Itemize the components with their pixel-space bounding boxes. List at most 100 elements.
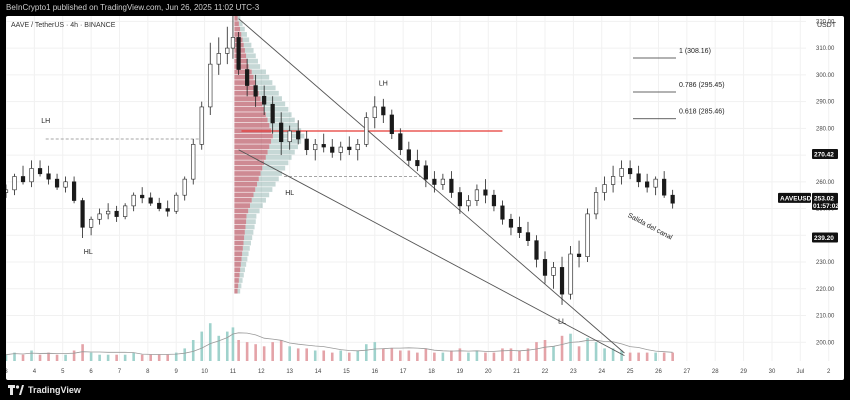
- volume-profile-bar-sell: [234, 197, 252, 203]
- volume-profile-bar-buy: [271, 139, 302, 144]
- currency-unit: USDT: [816, 22, 836, 29]
- volume-profile-bar-sell: [234, 262, 241, 267]
- x-axis-tick-label: 14: [315, 369, 322, 375]
- fib-level-label: 1 (308.16): [679, 48, 711, 55]
- volume-bar: [390, 348, 394, 361]
- candle-body: [245, 69, 250, 86]
- volume-profile-bar-sell: [234, 96, 261, 101]
- candle-body: [662, 178, 667, 196]
- volume-bar: [433, 352, 436, 361]
- candle-body: [542, 259, 548, 276]
- chart-annotation: HL: [285, 190, 294, 197]
- volume-bar: [288, 346, 291, 361]
- volume-profile-bar-sell: [234, 165, 263, 171]
- x-axis-tick-label: 22: [542, 369, 549, 375]
- countdown-label: 01:57:02: [813, 203, 839, 210]
- volume-profile-bar-buy: [237, 288, 241, 294]
- volume-profile-bar-sell: [234, 58, 248, 64]
- candle-body: [389, 114, 394, 134]
- x-axis-tick-label: Jul: [796, 369, 804, 375]
- volume-profile-bar-sell: [234, 240, 244, 246]
- volume-profile-bar-sell: [234, 192, 254, 198]
- volume-profile-bar-buy: [264, 106, 289, 112]
- volume-profile-bar-buy: [257, 85, 276, 91]
- last-price-label: 253.02: [814, 195, 834, 202]
- candle-body: [191, 144, 196, 180]
- candle-body: [398, 133, 403, 151]
- x-axis-tick-label: 30: [769, 369, 776, 375]
- candle-body: [20, 176, 26, 183]
- fib-level-label: 0.618 (285.46): [679, 109, 725, 116]
- volume-profile-bar-sell: [234, 112, 266, 118]
- x-axis-tick-label: 16: [371, 369, 378, 375]
- x-axis-tick-label: 17: [400, 369, 407, 375]
- candle-body: [304, 138, 309, 151]
- price-tag-box: [812, 232, 838, 243]
- volume-profile-bar-sell: [234, 101, 263, 107]
- volume-profile-bar-sell: [234, 176, 259, 182]
- symbol-legend[interactable]: AAVE / TetherUS · 4h · BINANCE: [11, 22, 116, 29]
- x-axis-tick-label: 10: [201, 369, 208, 375]
- candle-body: [279, 122, 284, 142]
- volume-profile-bar-sell: [234, 85, 258, 91]
- volume-profile-bar-buy: [253, 192, 270, 198]
- volume-bar: [543, 340, 547, 361]
- x-axis-tick-label: 24: [598, 369, 605, 375]
- volume-bar: [654, 352, 657, 361]
- volume-profile-bar-sell: [234, 256, 242, 262]
- volume-bar: [330, 352, 334, 361]
- x-axis-tick-label: 12: [258, 369, 265, 375]
- volume-profile-bar-sell: [234, 26, 241, 32]
- volume-bar: [492, 352, 496, 361]
- x-axis-tick-label: 7: [118, 369, 122, 375]
- candle-body: [97, 213, 102, 220]
- volume-bar: [356, 350, 360, 361]
- candle-body: [500, 205, 505, 220]
- candle-body: [440, 178, 445, 185]
- candle-body: [517, 226, 522, 233]
- candle-body: [114, 210, 119, 217]
- y-axis-tick-label: 300.00: [816, 73, 835, 79]
- volume-profile-bar-sell: [234, 64, 249, 69]
- brand-name: TradingView: [28, 385, 81, 395]
- volume-bar: [662, 352, 666, 361]
- candle-body: [474, 189, 480, 201]
- volume-bar: [322, 350, 326, 361]
- volume-bar: [373, 342, 377, 361]
- volume-bar: [47, 352, 50, 361]
- volume-bar: [518, 350, 521, 361]
- volume-profile-bar-buy: [243, 240, 251, 246]
- volume-bar: [262, 346, 266, 361]
- volume-bar: [98, 354, 101, 361]
- fib-level-label: 0.786 (295.45): [679, 82, 725, 89]
- candle-body: [157, 202, 162, 209]
- candle-body: [37, 168, 43, 175]
- volume-profile-bar-buy: [265, 112, 292, 118]
- candle-body: [364, 117, 369, 145]
- candle-body: [29, 168, 34, 183]
- chart-annotation: LL: [558, 319, 566, 326]
- candle-body: [225, 47, 230, 54]
- candle-body: [457, 192, 463, 207]
- volume-profile-bar-sell: [234, 278, 239, 283]
- volume-bar: [38, 354, 42, 361]
- x-axis-tick-label: 5: [61, 369, 65, 375]
- volume-bar: [628, 352, 632, 361]
- volume-profile-bar-buy: [244, 235, 253, 241]
- candle-body: [182, 178, 187, 196]
- candle-body: [46, 173, 51, 180]
- volume-bar: [81, 344, 84, 361]
- volume-bar: [191, 340, 195, 361]
- volume-profile-bar-buy: [237, 16, 241, 21]
- chart-panel[interactable]: 1 (308.16) 0.786 (295.45) 0.618 (285.46) LH…: [6, 16, 844, 380]
- volume-bar: [586, 337, 589, 361]
- volume-profile-bar-sell: [234, 155, 266, 160]
- candle-body: [80, 200, 85, 228]
- volume-bar: [140, 354, 144, 361]
- candle-body: [230, 37, 236, 49]
- candle-body: [585, 213, 590, 257]
- volume-profile-bar-buy: [241, 32, 247, 37]
- x-axis-tick-label: 26: [655, 369, 662, 375]
- price-chart[interactable]: 1 (308.16) 0.786 (295.45) 0.618 (285.46) LH…: [6, 16, 844, 380]
